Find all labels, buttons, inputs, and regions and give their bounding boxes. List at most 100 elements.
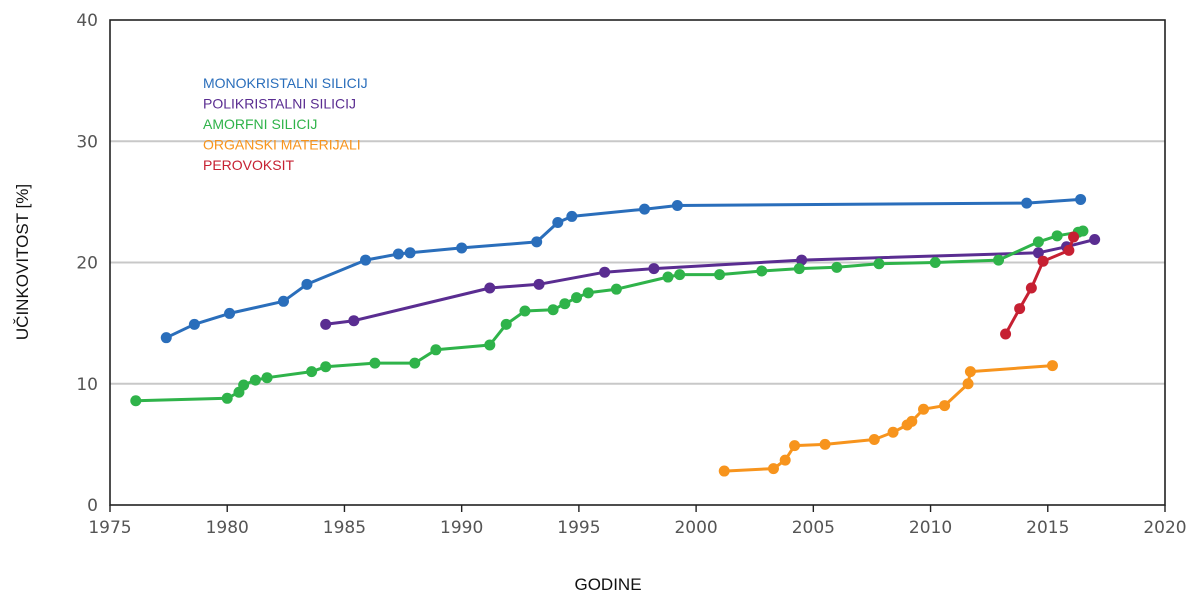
data-point	[964, 366, 976, 378]
data-point	[939, 400, 951, 412]
x-tick-label: 2000	[674, 518, 717, 538]
data-point	[648, 263, 660, 275]
data-point	[306, 366, 318, 378]
x-tick-label: 2005	[792, 518, 835, 538]
x-tick-label: 2015	[1026, 518, 1069, 538]
data-point	[320, 361, 332, 373]
x-tick-label: 1990	[440, 518, 483, 538]
data-point	[1014, 303, 1026, 315]
data-point	[277, 295, 289, 307]
x-tick-label: 1995	[557, 518, 600, 538]
data-point	[1051, 230, 1063, 242]
data-point	[519, 305, 531, 317]
series-layer	[130, 193, 1101, 477]
data-point	[718, 465, 730, 477]
data-point	[1063, 244, 1075, 256]
data-point	[456, 242, 468, 254]
data-point	[1032, 236, 1044, 248]
data-point	[500, 318, 512, 330]
series-polikristalni-silicij	[320, 233, 1101, 330]
data-point	[1068, 231, 1080, 243]
data-point	[1037, 255, 1049, 267]
series-line-polikristalni-silicij	[325, 238, 1096, 326]
data-point	[582, 287, 594, 299]
data-point	[484, 339, 496, 351]
y-axis-ticks: 0 10 20 30 40	[76, 11, 98, 516]
data-point	[1000, 328, 1012, 340]
y-tick-label: 20	[76, 254, 98, 274]
data-point	[160, 332, 172, 344]
data-point	[962, 378, 974, 390]
legend-entry-organski-materijali: ORGANSKI MATERIJALI	[203, 137, 361, 153]
legend: MONOKRISTALNI SILICIJ POLIKRISTALNI SILIC…	[203, 75, 368, 173]
x-tick-label: 1975	[88, 518, 131, 538]
data-point	[130, 395, 142, 407]
data-point	[571, 292, 583, 304]
data-point	[533, 278, 545, 290]
y-tick-label: 10	[76, 375, 98, 395]
plot-frame	[109, 19, 1166, 506]
x-axis-ticks: 1975 1980 1985 1990 1995 2000 2005 2010 2015 2020	[88, 505, 1187, 538]
series-perovoksit	[1000, 231, 1080, 340]
data-point	[929, 257, 941, 268]
data-point	[639, 203, 651, 215]
data-point	[392, 248, 404, 260]
x-axis-title: GODINE	[574, 575, 641, 594]
series-line-organski-materijali	[724, 364, 1053, 473]
data-point	[789, 440, 801, 452]
data-point	[868, 434, 880, 446]
data-point	[1089, 233, 1101, 245]
data-point	[484, 282, 496, 294]
gridlines	[110, 140, 1165, 385]
data-point	[360, 254, 372, 266]
series-organski-materijali	[718, 360, 1058, 477]
series-amorfni-silicij	[130, 225, 1089, 407]
data-point	[793, 263, 805, 275]
data-point	[674, 269, 686, 281]
data-point	[301, 278, 313, 290]
data-point	[1075, 193, 1087, 205]
data-point	[1046, 360, 1058, 372]
data-point	[779, 454, 791, 466]
y-tick-label: 40	[76, 11, 98, 31]
x-tick-label: 1985	[323, 518, 366, 538]
data-point	[662, 271, 674, 283]
legend-entry-polikristalni-silicij: POLIKRISTALNI SILICIJ	[203, 96, 356, 112]
legend-entry-amorfni-silicij: AMORFNI SILICIJ	[203, 116, 317, 132]
y-axis-title: UČINKOVITOST [%]	[13, 184, 32, 340]
data-point	[918, 403, 930, 415]
y-tick-label: 0	[87, 496, 98, 516]
data-point	[1032, 247, 1044, 259]
data-point	[430, 344, 442, 356]
data-point	[714, 269, 726, 281]
data-point	[873, 258, 885, 270]
data-point	[796, 254, 808, 266]
data-point	[767, 463, 779, 475]
data-point	[1025, 282, 1037, 294]
data-point	[610, 283, 622, 295]
data-point	[224, 307, 236, 319]
data-point	[320, 318, 332, 330]
data-point	[819, 438, 831, 450]
series-monokristalni-silicij	[160, 193, 1087, 344]
series-line-monokristalni-silicij	[165, 197, 1081, 340]
data-point	[552, 216, 564, 228]
series-line-amorfni-silicij	[135, 229, 1084, 403]
x-tick-label: 2020	[1143, 518, 1186, 538]
data-point	[993, 254, 1005, 266]
data-point	[348, 315, 360, 327]
data-point	[188, 318, 200, 330]
legend-entry-perovoksit: PEROVOKSIT	[203, 157, 294, 173]
x-tick-label: 1980	[206, 518, 249, 538]
data-point	[599, 266, 611, 278]
y-tick-label: 30	[76, 132, 98, 152]
data-point	[756, 265, 768, 277]
data-point	[559, 298, 571, 310]
data-point	[906, 415, 918, 427]
data-point	[409, 357, 421, 369]
data-point	[887, 426, 899, 438]
data-point	[238, 379, 250, 391]
data-point	[566, 210, 578, 222]
data-point	[249, 374, 261, 386]
